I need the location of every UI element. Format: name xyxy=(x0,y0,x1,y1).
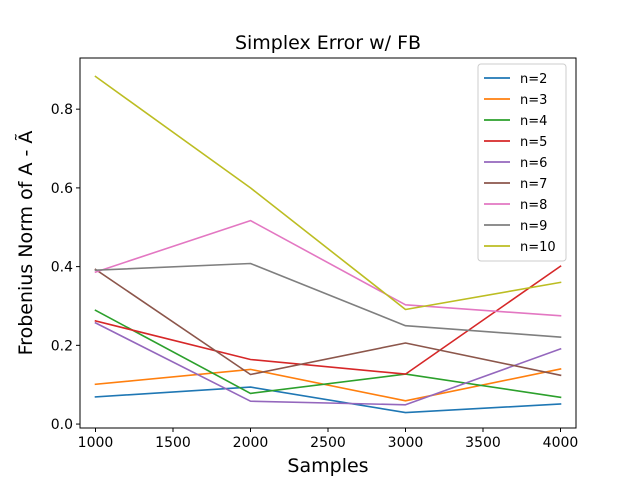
legend-label: n=6 xyxy=(520,156,547,171)
x-axis-title: Samples xyxy=(287,455,368,477)
series-line-n-6 xyxy=(94,321,562,406)
legend-label: n=9 xyxy=(520,219,547,234)
y-tick-label: 0.6 xyxy=(51,181,73,197)
legend-label: n=7 xyxy=(520,177,547,192)
plot-area xyxy=(94,75,562,414)
x-tick-label: 2500 xyxy=(310,435,346,451)
y-tick-label: 0.0 xyxy=(51,417,73,433)
y-tick-label: 0.2 xyxy=(51,338,73,354)
legend-box xyxy=(477,63,567,262)
legend: n=2 n=3 n=4 n=5 n=6 n=7 n=8 n=9 n=10 xyxy=(477,63,567,262)
x-axis: 1000 1500 2000 2500 3000 3500 4000 xyxy=(78,428,579,451)
series-line-n-7 xyxy=(94,268,562,377)
legend-label: n=3 xyxy=(520,93,547,108)
legend-label: n=8 xyxy=(520,198,547,213)
y-tick-label: 0.4 xyxy=(51,260,73,276)
y-axis-title: Frobenius Norm of A - Ã xyxy=(14,131,37,356)
y-axis: 0.0 0.2 0.4 0.6 0.8 xyxy=(51,102,80,433)
y-tick-label: 0.8 xyxy=(51,102,73,118)
series-line-n-5 xyxy=(94,265,562,375)
x-tick-label: 4000 xyxy=(543,435,579,451)
chart-title: Simplex Error w/ FB xyxy=(235,32,421,54)
series-line-n-10 xyxy=(94,75,562,311)
series-line-n-9 xyxy=(94,262,562,338)
x-tick-label: 1500 xyxy=(155,435,191,451)
legend-label: n=4 xyxy=(520,114,547,129)
x-tick-label: 2000 xyxy=(233,435,269,451)
x-tick-label: 3000 xyxy=(388,435,424,451)
x-tick-label: 1000 xyxy=(78,435,114,451)
series-line-n-2 xyxy=(94,386,562,414)
series-line-n-8 xyxy=(94,219,562,317)
x-tick-label: 3500 xyxy=(465,435,501,451)
series-line-n-4 xyxy=(94,309,562,399)
legend-label: n=5 xyxy=(520,135,547,150)
legend-label: n=2 xyxy=(520,72,547,87)
legend-label: n=10 xyxy=(520,240,556,255)
